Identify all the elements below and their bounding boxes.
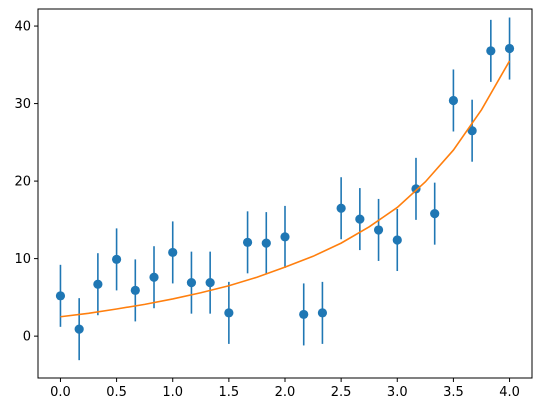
x-tick-label: 3.0 (387, 385, 408, 400)
y-tick-label: 20 (14, 175, 31, 190)
data-point (467, 126, 477, 136)
data-point (93, 279, 103, 289)
data-point (168, 247, 178, 258)
data-point (411, 184, 421, 194)
data-point (130, 285, 140, 296)
data-point (504, 43, 515, 54)
data-point (336, 203, 346, 213)
data-point (186, 278, 197, 288)
data-point (486, 46, 496, 56)
x-tick-label: 1.5 (219, 385, 240, 400)
x-tick-label: 0.5 (106, 385, 127, 400)
data-point (430, 209, 440, 219)
data-point (280, 232, 290, 242)
axes: 0.0 0.5 1.0 1.5 2.0 2.5 3.0 3.5 4.0 0 10 20 30 40 (14, 8, 533, 400)
data-point (299, 309, 309, 320)
data-point (355, 214, 365, 224)
y-tick-label: 0 (23, 330, 31, 345)
data-point (242, 237, 253, 247)
y-tick-label: 40 (14, 20, 31, 35)
data-point (373, 225, 384, 235)
y-tick-label: 30 (14, 97, 31, 112)
data-point (317, 308, 328, 318)
fit-curve-line (60, 60, 511, 318)
x-tick-label: 3.5 (443, 385, 464, 400)
data-point (55, 291, 66, 301)
data-point (392, 235, 402, 245)
x-tick-label: 4.0 (499, 385, 520, 400)
data-point (448, 95, 459, 106)
x-tick-label: 2.5 (331, 385, 352, 400)
plot-area (55, 17, 515, 361)
data-point (149, 272, 159, 282)
data-point (205, 278, 215, 288)
data-point (261, 238, 271, 248)
x-tick-label: 2.0 (275, 385, 296, 400)
data-point (224, 308, 234, 318)
x-tick-label: 1.0 (162, 385, 183, 400)
data-point (74, 324, 84, 334)
y-tick-label: 10 (14, 252, 31, 267)
x-tick-label: 0.0 (50, 385, 71, 400)
data-point (111, 254, 122, 264)
